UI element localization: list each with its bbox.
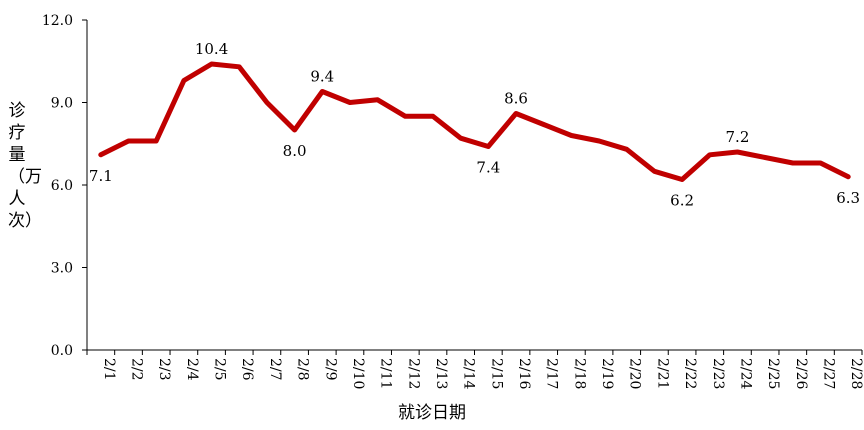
x-tick-label: 2/11 — [378, 358, 394, 389]
x-tick-label: 2/22 — [682, 358, 698, 389]
data-point — [541, 122, 546, 127]
data-label: 9.4 — [310, 68, 334, 86]
x-tick-label: 2/2 — [129, 358, 145, 381]
data-point — [264, 100, 269, 105]
data-point — [763, 155, 768, 160]
data-point — [707, 152, 712, 157]
data-point — [403, 114, 408, 119]
x-tick-label: 2/7 — [267, 358, 283, 381]
data-point — [735, 150, 740, 155]
y-axis-title: 诊疗量（万人次） — [4, 100, 42, 232]
x-tick-label: 2/17 — [544, 358, 560, 389]
data-point — [790, 161, 795, 166]
data-point — [818, 161, 823, 166]
data-point — [209, 62, 214, 67]
data-point — [597, 139, 602, 144]
x-tick-label: 2/18 — [571, 358, 587, 389]
x-tick-label: 2/5 — [212, 358, 228, 381]
x-tick-label: 2/4 — [184, 358, 200, 381]
x-axis-title: 就诊日期 — [398, 403, 466, 423]
data-label: 8.0 — [283, 142, 307, 160]
data-point — [624, 147, 629, 152]
x-tick-label: 2/14 — [461, 358, 477, 390]
data-point — [458, 136, 463, 141]
y-axis-title-text: 诊疗量（万人次） — [8, 101, 42, 231]
data-point — [98, 152, 103, 157]
x-tick-label: 2/16 — [516, 358, 532, 390]
data-point — [237, 64, 242, 69]
data-label: 6.3 — [836, 189, 860, 207]
x-tick-label: 2/25 — [765, 358, 781, 389]
data-point — [154, 139, 159, 144]
data-point — [486, 144, 491, 149]
data-point — [680, 177, 685, 182]
data-label: 8.6 — [504, 90, 528, 108]
data-point — [375, 97, 380, 102]
x-tick-label: 2/6 — [239, 358, 255, 381]
data-point — [320, 89, 325, 94]
x-tick-label: 2/20 — [627, 358, 643, 389]
x-tick-label: 2/12 — [405, 358, 421, 389]
x-tick-label: 2/21 — [654, 358, 670, 389]
y-tick-label: 0.0 — [51, 343, 73, 359]
data-label: 7.1 — [89, 167, 113, 185]
data-point — [569, 133, 574, 138]
data-label: 7.2 — [726, 128, 750, 146]
x-tick-label: 2/13 — [433, 358, 449, 389]
data-point — [430, 114, 435, 119]
x-tick-label: 2/24 — [737, 358, 753, 390]
x-tick-label: 2/3 — [156, 358, 172, 381]
data-point — [347, 100, 352, 105]
x-tick-label: 2/15 — [488, 358, 504, 389]
y-tick-label: 6.0 — [51, 178, 73, 194]
data-point — [292, 128, 297, 133]
x-tick-label: 2/9 — [322, 358, 338, 381]
data-point — [126, 139, 131, 144]
data-point — [652, 169, 657, 174]
y-tick-label: 12.0 — [42, 13, 73, 29]
y-tick-label: 9.0 — [51, 96, 73, 112]
x-tick-label: 2/1 — [101, 358, 117, 381]
data-label: 7.4 — [476, 159, 500, 177]
x-tick-label: 2/10 — [350, 358, 366, 389]
x-tick-label: 2/23 — [710, 358, 726, 389]
data-label: 10.4 — [195, 40, 228, 58]
x-tick-label: 2/8 — [295, 358, 311, 381]
data-point — [181, 78, 186, 83]
series-line — [98, 61, 851, 182]
x-tick-label: 2/28 — [848, 358, 864, 389]
x-tick-label: 2/27 — [820, 358, 836, 389]
data-point — [514, 111, 519, 116]
x-tick-label: 2/26 — [793, 358, 809, 390]
y-tick-label: 3.0 — [51, 261, 73, 277]
x-tick-label: 2/19 — [599, 358, 615, 389]
data-label: 6.2 — [670, 192, 694, 210]
data-point — [846, 174, 851, 179]
